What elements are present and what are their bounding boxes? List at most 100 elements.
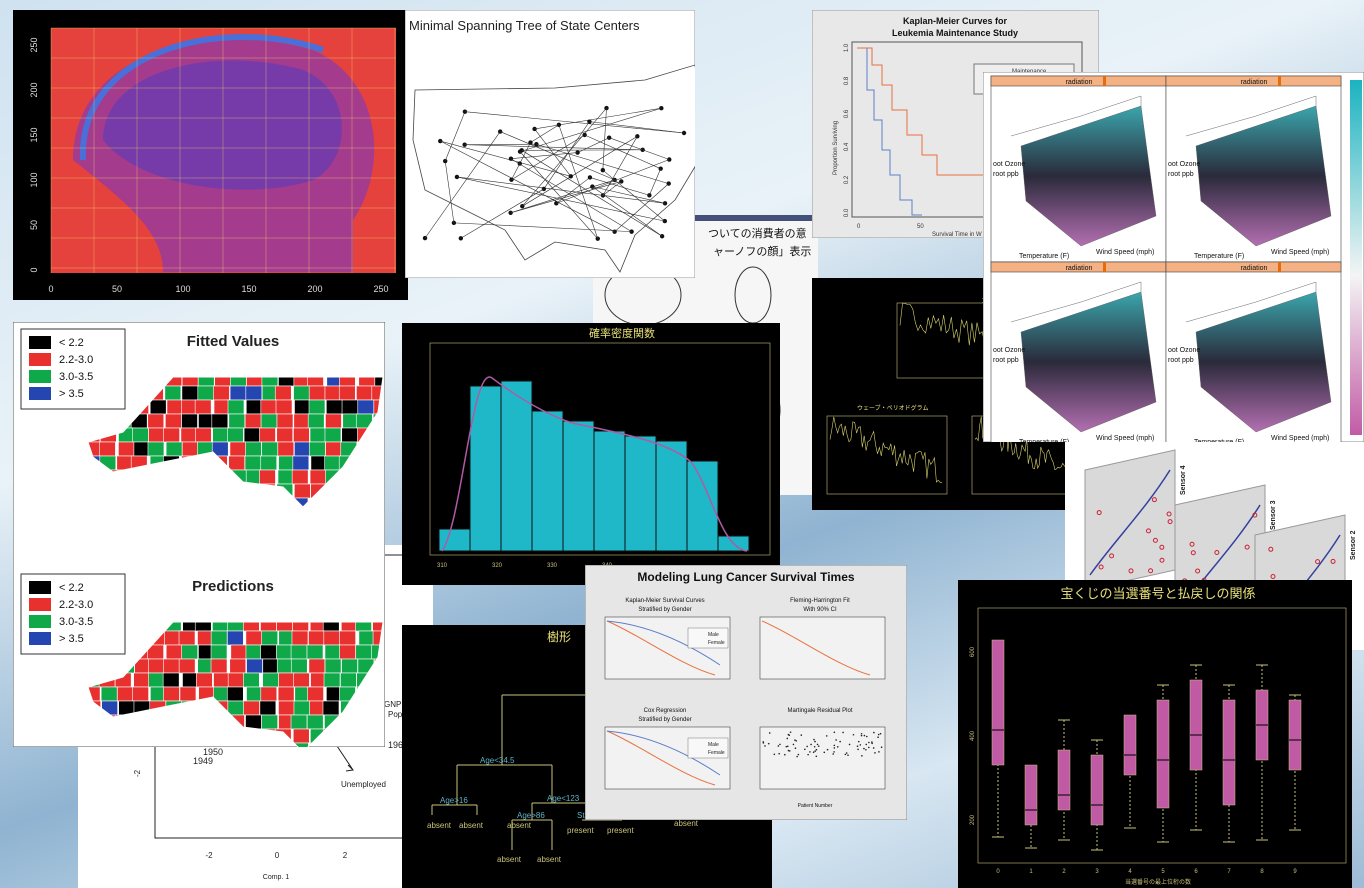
label: Temperature (F) [1019, 439, 1069, 442]
tree-edge [510, 179, 615, 214]
residual [871, 742, 873, 745]
label: oot Ozone [1168, 161, 1200, 168]
label: 1949 [193, 756, 213, 766]
mri-panel: 0 50 100 150 200 250 0 50 100 150 200 250 [13, 10, 408, 300]
sensor-point [1096, 510, 1102, 516]
label: 5 [1161, 869, 1165, 875]
sensor-point [1109, 553, 1115, 559]
county [260, 644, 277, 660]
county [210, 658, 228, 674]
tree-edge [464, 144, 643, 151]
tree-edge [456, 176, 666, 204]
label: Male [708, 632, 719, 638]
residual [784, 753, 786, 756]
header-bar [593, 215, 818, 221]
county [325, 399, 343, 415]
series-line [829, 416, 943, 483]
residual [815, 755, 818, 758]
label: 8 [1260, 869, 1264, 875]
tree-edge [521, 150, 663, 237]
county [227, 700, 245, 716]
residual [789, 731, 792, 733]
box [1057, 749, 1071, 811]
bar [562, 420, 595, 552]
state-center [462, 109, 468, 114]
residual [814, 750, 816, 752]
map-panel: < 2.2 2.2-3.0 3.0-3.5 > 3.5 Fitted Values < 2… [13, 322, 385, 747]
curve [606, 730, 721, 776]
residual [797, 753, 800, 756]
label: Kaplan-Meier Survival Curves [625, 598, 704, 604]
box [1090, 754, 1104, 826]
label: 1 [1029, 869, 1033, 875]
residual [880, 746, 883, 749]
residual [794, 747, 797, 750]
county [308, 658, 326, 674]
residual [786, 745, 789, 748]
box [1189, 679, 1203, 771]
tree-edge [609, 137, 670, 160]
label: > 3.5 [59, 633, 84, 645]
county [323, 672, 341, 688]
county [212, 427, 229, 443]
sensor-point [1145, 528, 1151, 534]
label: Modeling Lung Cancer Survival Times [637, 570, 854, 584]
county [278, 700, 295, 716]
residual [825, 735, 828, 737]
county [181, 644, 199, 660]
state-outline [87, 621, 384, 747]
residual [859, 744, 862, 746]
county [277, 469, 295, 485]
label: ついての消費者の意 [708, 226, 807, 240]
label: 400 [970, 730, 976, 741]
label: radiation [1066, 79, 1093, 86]
county [309, 469, 327, 485]
county [341, 658, 358, 674]
label: 0.6 [844, 109, 850, 118]
label: Age>16 [440, 796, 468, 805]
county [149, 399, 167, 415]
curve [606, 620, 716, 676]
residual [835, 739, 837, 741]
tree-edge [558, 124, 599, 239]
label: oot Ozone [993, 161, 1025, 168]
residual [865, 748, 867, 751]
label: 1.0 [844, 43, 850, 52]
state-center [454, 174, 460, 180]
residual [796, 755, 798, 758]
residual [785, 745, 788, 748]
label: 7 [1227, 869, 1231, 875]
box [1123, 714, 1137, 776]
county [277, 441, 295, 457]
county [293, 700, 311, 716]
residual [806, 745, 808, 748]
label: 200 [970, 814, 976, 825]
residual [768, 732, 771, 734]
county [178, 658, 196, 674]
label: 0.0 [844, 208, 850, 217]
tree-edge [602, 108, 607, 171]
label: radiation [1241, 265, 1268, 272]
bar [469, 385, 502, 552]
label: Pop [388, 710, 403, 719]
county [245, 644, 263, 660]
label: 330 [547, 563, 558, 569]
residual [826, 748, 829, 751]
residual [794, 739, 796, 741]
residual [816, 743, 819, 746]
county [261, 441, 279, 457]
county [292, 455, 310, 471]
label: 確率密度関数 [589, 326, 655, 340]
label: Patient Number [798, 803, 833, 809]
county [292, 728, 310, 744]
county [163, 686, 180, 702]
label: Leukemia Maintenance Study [892, 28, 1018, 38]
county [291, 469, 309, 485]
county [259, 700, 277, 716]
box-edges [1185, 95, 1317, 137]
tree-edge [614, 183, 669, 232]
county [324, 658, 342, 674]
label: 200 [307, 284, 322, 294]
lung-panel: Modeling Lung Cancer Survival Times Kapla… [585, 565, 907, 820]
